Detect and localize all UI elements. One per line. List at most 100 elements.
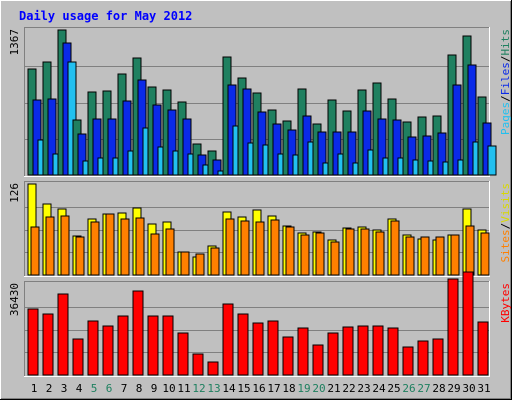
bar-sites-day-25 (390, 220, 400, 276)
bar-sites-day-11 (180, 251, 190, 276)
bar-files-day-5 (92, 118, 102, 176)
day-label-18: 18 (282, 382, 295, 395)
series-label-sites: Sites (499, 229, 512, 262)
bar-files-day-30 (467, 64, 477, 176)
bar-kbytes-day-1 (27, 308, 39, 376)
bar-kbytes-day-20 (312, 344, 324, 376)
bar-files-day-9 (152, 104, 162, 176)
y-max-label: 1367 (8, 29, 21, 56)
bar-files-day-4 (77, 133, 87, 176)
bar-sites-day-14 (225, 218, 235, 276)
bar-kbytes-day-28 (432, 338, 444, 376)
bar-files-day-22 (347, 131, 357, 176)
day-label-25: 25 (387, 382, 400, 395)
bar-sites-day-5 (90, 221, 100, 276)
bar-sites-day-20 (315, 232, 325, 276)
bar-kbytes-day-8 (132, 290, 144, 376)
day-label-19: 19 (297, 382, 310, 395)
bar-files-day-15 (242, 88, 252, 176)
bar-files-day-16 (257, 111, 267, 176)
bar-sites-day-8 (135, 217, 145, 276)
day-label-26: 26 (402, 382, 415, 395)
day-label-31: 31 (477, 382, 490, 395)
bar-sites-day-27 (420, 236, 430, 276)
day-label-22: 22 (342, 382, 355, 395)
bar-files-day-29 (452, 84, 462, 176)
day-label-24: 24 (372, 382, 386, 395)
day-label-1: 1 (31, 382, 38, 395)
chart-panels: 1367 Pages/Files/Hits 126 Sites/Visits 36430… (8, 27, 512, 377)
series-axis-label: KBytes (499, 283, 512, 323)
bar-pages-day-3 (67, 61, 77, 176)
bar-files-day-17 (272, 123, 282, 176)
bar-kbytes-day-25 (387, 327, 399, 376)
bar-kbytes-day-22 (342, 326, 354, 376)
day-label-21: 21 (327, 382, 340, 395)
day-label-13: 13 (207, 382, 220, 395)
bar-sites-day-24 (375, 231, 385, 276)
bar-sites-day-15 (240, 220, 250, 276)
bar-files-day-18 (287, 129, 297, 176)
day-label-20: 20 (312, 382, 325, 395)
hits-files-pages-panel: 1367 Pages/Files/Hits (8, 27, 512, 177)
day-label-23: 23 (357, 382, 370, 395)
bar-sites-day-12 (195, 253, 205, 276)
bar-kbytes-day-14 (222, 303, 234, 376)
day-label-8: 8 (136, 382, 143, 395)
sites-visits-panel: 126 Sites/Visits (8, 181, 512, 277)
day-label-14: 14 (222, 382, 236, 395)
bar-kbytes-day-19 (297, 327, 309, 376)
y-max-label: 36430 (8, 283, 21, 316)
bar-sites-day-17 (270, 219, 280, 276)
bar-files-day-10 (167, 109, 177, 176)
bar-kbytes-day-24 (372, 325, 384, 376)
bar-kbytes-day-27 (417, 340, 429, 376)
bar-kbytes-day-13 (207, 361, 219, 376)
day-label-4: 4 (76, 382, 83, 395)
bar-files-day-1 (32, 99, 42, 176)
day-label-11: 11 (177, 382, 190, 395)
bar-files-day-23 (362, 110, 372, 176)
bar-sites-day-10 (165, 228, 175, 276)
day-label-6: 6 (106, 382, 113, 395)
bar-sites-day-13 (210, 247, 220, 276)
bar-sites-day-23 (360, 228, 370, 276)
bar-files-day-11 (182, 118, 192, 176)
series-axis-label: Sites/Visits (499, 183, 512, 263)
bar-kbytes-day-7 (117, 315, 129, 376)
bar-kbytes-day-3 (57, 293, 69, 376)
bar-sites-day-21 (330, 241, 340, 276)
bar-kbytes-day-30 (462, 271, 474, 376)
bar-sites-day-26 (405, 236, 415, 276)
bar-files-day-24 (377, 118, 387, 176)
day-label-9: 9 (151, 382, 158, 395)
series-label-pages: Pages (499, 102, 512, 135)
bar-sites-day-2 (45, 216, 55, 276)
bar-sites-day-19 (300, 234, 310, 276)
bar-sites-day-6 (105, 213, 115, 276)
bar-files-day-28 (437, 132, 447, 176)
day-label-16: 16 (252, 382, 265, 395)
bar-kbytes-day-15 (237, 313, 249, 376)
bar-kbytes-day-10 (162, 315, 174, 376)
day-label-27: 27 (417, 382, 430, 395)
bar-kbytes-day-2 (42, 313, 54, 376)
bar-kbytes-day-12 (192, 353, 204, 376)
bar-kbytes-day-4 (72, 338, 84, 376)
day-label-5: 5 (91, 382, 98, 395)
bar-sites-day-29 (450, 234, 460, 276)
day-label-2: 2 (46, 382, 53, 395)
bar-files-day-25 (392, 119, 402, 176)
bar-kbytes-day-23 (357, 325, 369, 376)
series-label-hits: Hits (499, 29, 512, 56)
bar-kbytes-day-17 (267, 320, 279, 376)
bar-sites-day-18 (285, 226, 295, 276)
bar-files-day-26 (407, 136, 417, 176)
bar-files-day-6 (107, 118, 117, 176)
bar-files-day-13 (212, 159, 222, 176)
day-axis-labels: 1 2 3 4 5 6 7 8 9 10 11 12 13 14 15 16 17 18 19 20 21 22 23 24 2… (31, 382, 491, 395)
bar-kbytes-day-29 (447, 278, 459, 376)
bar-files-day-20 (317, 131, 327, 176)
bar-sites-day-3 (60, 215, 70, 276)
